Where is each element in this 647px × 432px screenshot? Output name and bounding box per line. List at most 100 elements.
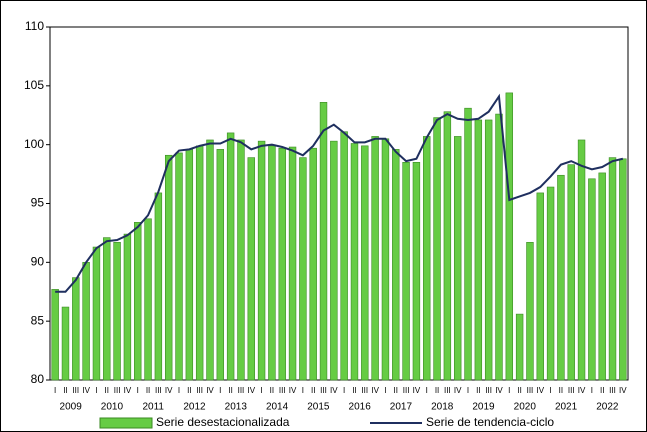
x-tick-label: I (343, 386, 345, 395)
year-label: 2013 (225, 402, 248, 413)
y-tick-label: 100 (24, 137, 44, 151)
bar (237, 139, 245, 381)
y-tick-label: 80 (31, 372, 45, 386)
bar (195, 145, 204, 381)
bar (164, 154, 173, 381)
x-tick-label: IV (82, 386, 90, 395)
x-tick-label: II (600, 386, 604, 395)
x-tick-label: IV (247, 386, 255, 395)
bar (319, 102, 328, 381)
bar (608, 157, 617, 381)
bar (154, 192, 163, 381)
bar (495, 113, 503, 381)
year-label: 2009 (60, 402, 83, 413)
bar (185, 149, 194, 381)
x-tick-label: III (196, 386, 203, 395)
year-label: 2020 (514, 402, 537, 413)
x-tick-label: II (63, 386, 67, 395)
x-tick-label: I (54, 386, 56, 395)
bar (206, 139, 214, 381)
bar (226, 132, 235, 381)
x-tick-label: I (467, 386, 469, 395)
bar (92, 246, 101, 381)
bar (546, 186, 555, 381)
bar (61, 306, 70, 381)
bar (557, 174, 565, 381)
bar (113, 242, 121, 381)
year-label: 2014 (266, 402, 289, 413)
bar (268, 145, 276, 381)
x-tick-label: I (302, 386, 304, 395)
x-tick-label: I (137, 386, 139, 395)
x-tick-label: III (238, 386, 245, 395)
bar (350, 143, 359, 381)
x-tick-label: IV (495, 386, 503, 395)
y-tick-label: 110 (25, 19, 44, 33)
bar (175, 152, 183, 381)
bar (216, 149, 225, 381)
x-tick-label: IV (536, 386, 544, 395)
bar (526, 242, 534, 381)
bar (299, 157, 307, 381)
x-tick-label: III (114, 386, 121, 395)
bar (247, 157, 255, 381)
year-label: 2017 (390, 402, 413, 413)
x-tick-label: III (527, 386, 534, 395)
x-tick-label: I (384, 386, 386, 395)
x-tick-label: II (187, 386, 191, 395)
x-tick-label: III (155, 386, 162, 395)
year-label: 2022 (596, 402, 619, 413)
year-label: 2015 (307, 402, 330, 413)
bar (536, 192, 544, 381)
bar (412, 162, 421, 381)
bar (443, 111, 452, 381)
x-tick-label: III (403, 386, 410, 395)
bar (515, 313, 524, 381)
x-tick-label: II (270, 386, 274, 395)
bar (51, 289, 59, 381)
year-label: 2019 (472, 402, 495, 413)
bar (72, 277, 80, 381)
x-tick-label: IV (124, 386, 132, 395)
x-tick-label: IV (619, 386, 627, 395)
x-tick-label: IV (454, 386, 462, 395)
bar (309, 147, 317, 381)
x-tick-label: IV (330, 386, 338, 395)
y-tick-label: 105 (24, 78, 44, 92)
x-tick-label: II (146, 386, 150, 395)
year-label: 2010 (101, 402, 124, 413)
x-tick-label: II (105, 386, 109, 395)
year-label: 2016 (349, 402, 372, 413)
x-tick-label: I (260, 386, 262, 395)
bar (371, 136, 379, 381)
bar (123, 233, 132, 381)
bar (453, 136, 462, 381)
x-tick-label: I (591, 386, 593, 395)
x-tick-label: III (320, 386, 327, 395)
x-tick-label: II (311, 386, 315, 395)
x-tick-label: IV (578, 386, 586, 395)
bar (484, 119, 493, 381)
x-tick-label: I (178, 386, 180, 395)
x-tick-label: II (394, 386, 398, 395)
x-tick-label: IV (206, 386, 214, 395)
bar (103, 237, 111, 381)
bar (340, 131, 348, 381)
bar (598, 172, 606, 381)
x-tick-label: III (609, 386, 616, 395)
bar (288, 146, 297, 381)
y-tick-label: 95 (31, 196, 45, 210)
x-tick-label: III (444, 386, 451, 395)
bar (278, 147, 286, 381)
year-label: 2021 (555, 402, 578, 413)
bar (134, 222, 142, 381)
bar (361, 145, 369, 381)
trend-line (55, 93, 624, 293)
bar (464, 107, 472, 381)
bar (619, 158, 627, 381)
year-label: 2018 (431, 402, 454, 413)
x-tick-label: I (219, 386, 221, 395)
x-tick-label: III (361, 386, 368, 395)
x-tick-label: II (228, 386, 232, 395)
bar (577, 139, 586, 381)
